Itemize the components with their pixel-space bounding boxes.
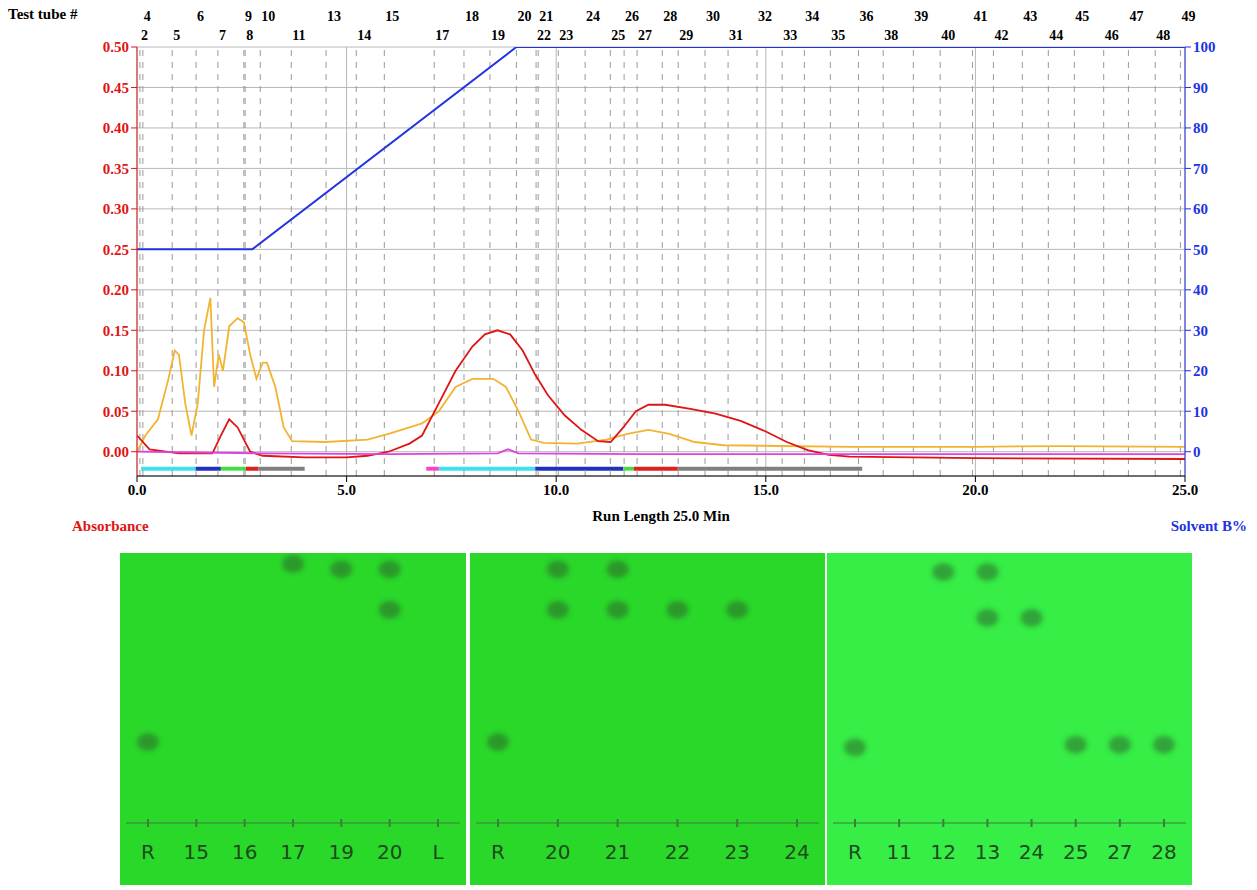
svg-text:22: 22 — [665, 840, 690, 864]
svg-text:Run Length 25.0 Min: Run Length 25.0 Min — [592, 508, 730, 524]
svg-text:0.10: 0.10 — [103, 363, 129, 379]
svg-text:28: 28 — [1151, 840, 1176, 864]
svg-text:80: 80 — [1193, 120, 1208, 136]
svg-text:0.20: 0.20 — [103, 282, 129, 298]
svg-text:24: 24 — [586, 9, 600, 24]
svg-text:4: 4 — [144, 9, 151, 24]
svg-text:23: 23 — [724, 840, 749, 864]
svg-text:6: 6 — [197, 9, 204, 24]
svg-text:15: 15 — [385, 9, 399, 24]
svg-text:23: 23 — [559, 28, 573, 43]
svg-text:60: 60 — [1193, 201, 1208, 217]
svg-text:24: 24 — [784, 840, 809, 864]
svg-text:R: R — [491, 840, 505, 864]
svg-text:0.30: 0.30 — [103, 201, 129, 217]
svg-text:0.35: 0.35 — [103, 161, 129, 177]
svg-text:0.00: 0.00 — [103, 444, 129, 460]
svg-text:0.50: 0.50 — [103, 39, 129, 55]
svg-text:17: 17 — [435, 28, 449, 43]
svg-text:40: 40 — [941, 28, 955, 43]
svg-text:21: 21 — [539, 9, 553, 24]
svg-text:24: 24 — [1019, 840, 1044, 864]
svg-text:28: 28 — [663, 9, 677, 24]
svg-text:20.0: 20.0 — [962, 482, 988, 498]
svg-text:22: 22 — [537, 28, 551, 43]
svg-text:27: 27 — [1107, 840, 1132, 864]
svg-text:49: 49 — [1181, 9, 1195, 24]
svg-text:0.40: 0.40 — [103, 120, 129, 136]
svg-text:11: 11 — [886, 840, 911, 864]
svg-text:10.0: 10.0 — [543, 482, 569, 498]
svg-text:100: 100 — [1193, 39, 1216, 55]
svg-text:16: 16 — [232, 840, 257, 864]
svg-text:30: 30 — [1193, 323, 1208, 339]
svg-text:0.15: 0.15 — [103, 323, 129, 339]
svg-text:20: 20 — [377, 840, 402, 864]
svg-text:31: 31 — [729, 28, 743, 43]
svg-text:12: 12 — [931, 840, 956, 864]
svg-text:0.0: 0.0 — [128, 482, 147, 498]
svg-text:R: R — [848, 840, 862, 864]
svg-text:19: 19 — [329, 840, 354, 864]
svg-text:25: 25 — [1063, 840, 1088, 864]
svg-text:25: 25 — [611, 28, 625, 43]
svg-text:5.0: 5.0 — [337, 482, 356, 498]
html-text:Solvent B%: Solvent B% — [1170, 518, 1247, 534]
svg-text:26: 26 — [625, 9, 639, 24]
svg-text:20: 20 — [1193, 363, 1208, 379]
svg-text:10: 10 — [1193, 404, 1208, 420]
svg-text:50: 50 — [1193, 242, 1208, 258]
svg-text:15.0: 15.0 — [753, 482, 779, 498]
svg-text:39: 39 — [914, 9, 928, 24]
svg-text:46: 46 — [1105, 28, 1119, 43]
svg-text:43: 43 — [1023, 9, 1037, 24]
svg-text:19: 19 — [491, 28, 505, 43]
svg-text:14: 14 — [357, 28, 371, 43]
svg-text:42: 42 — [994, 28, 1008, 43]
svg-text:10: 10 — [261, 9, 275, 24]
svg-text:0.25: 0.25 — [103, 242, 129, 258]
svg-text:20: 20 — [517, 9, 531, 24]
svg-text:11: 11 — [292, 28, 305, 43]
svg-text:33: 33 — [783, 28, 797, 43]
svg-text:47: 47 — [1129, 9, 1143, 24]
svg-text:25.0: 25.0 — [1172, 482, 1198, 498]
svg-text:18: 18 — [465, 9, 479, 24]
svg-text:70: 70 — [1193, 161, 1208, 177]
svg-text:32: 32 — [758, 9, 772, 24]
html-text:Test tube #: Test tube # — [8, 6, 78, 22]
svg-text:21: 21 — [605, 840, 630, 864]
svg-text:20: 20 — [545, 840, 570, 864]
svg-text:34: 34 — [805, 9, 819, 24]
svg-text:90: 90 — [1193, 80, 1208, 96]
svg-text:0: 0 — [1193, 444, 1201, 460]
svg-text:41: 41 — [973, 9, 987, 24]
svg-text:44: 44 — [1049, 28, 1063, 43]
html-text:Absorbance: Absorbance — [72, 518, 149, 534]
svg-text:2: 2 — [141, 28, 148, 43]
svg-text:0.45: 0.45 — [103, 80, 129, 96]
svg-text:5: 5 — [173, 28, 180, 43]
svg-text:8: 8 — [246, 28, 253, 43]
svg-text:48: 48 — [1156, 28, 1170, 43]
svg-text:29: 29 — [679, 28, 693, 43]
svg-text:27: 27 — [638, 28, 652, 43]
svg-text:R: R — [141, 840, 155, 864]
svg-text:0.05: 0.05 — [103, 404, 129, 420]
svg-text:17: 17 — [280, 840, 305, 864]
svg-text:L: L — [432, 840, 444, 864]
svg-text:40: 40 — [1193, 282, 1208, 298]
svg-text:30: 30 — [706, 9, 720, 24]
svg-text:38: 38 — [884, 28, 898, 43]
svg-text:35: 35 — [831, 28, 845, 43]
svg-text:15: 15 — [184, 840, 209, 864]
svg-text:7: 7 — [219, 28, 226, 43]
svg-text:36: 36 — [859, 9, 873, 24]
svg-text:13: 13 — [975, 840, 1000, 864]
svg-text:9: 9 — [245, 9, 252, 24]
svg-text:13: 13 — [327, 9, 341, 24]
svg-text:45: 45 — [1075, 9, 1089, 24]
